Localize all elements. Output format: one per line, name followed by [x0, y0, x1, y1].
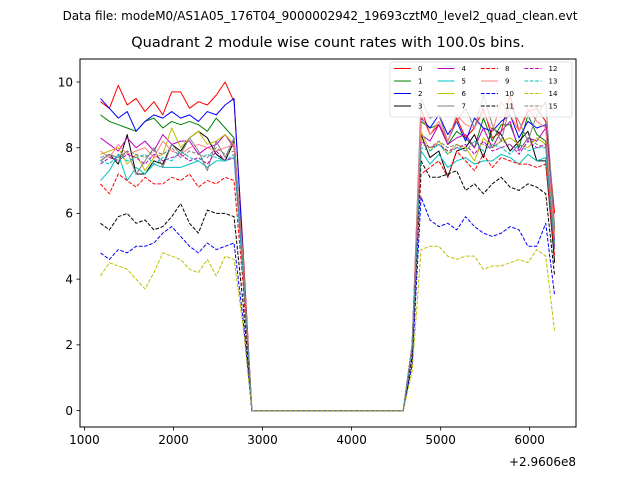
legend-label: 12	[549, 65, 558, 73]
legend-label: 14	[549, 90, 558, 98]
y-tick-label: 4	[65, 272, 73, 286]
y-tick-label: 0	[65, 404, 73, 418]
legend-label: 13	[549, 78, 558, 86]
series-line-10	[100, 196, 556, 412]
y-tick-label: 6	[65, 207, 73, 221]
legend-label: 10	[505, 90, 514, 98]
series-line-7	[100, 94, 556, 412]
legend-label: 15	[549, 103, 558, 111]
legend-label: 6	[462, 90, 467, 98]
y-tick-label: 2	[65, 338, 73, 352]
x-tick-label: 1000	[69, 433, 100, 447]
legend-label: 0	[418, 65, 422, 73]
series-line-12	[100, 140, 556, 412]
legend-label: 8	[505, 65, 509, 73]
y-tick-label: 10	[58, 75, 73, 89]
series-line-3	[100, 127, 556, 412]
y-tick-label: 8	[65, 141, 73, 155]
x-axis: 1000 2000 3000 4000 5000 6000	[69, 427, 545, 447]
legend-box	[389, 61, 573, 118]
x-tick-label: 3000	[247, 433, 278, 447]
legend-label: 4	[462, 65, 467, 73]
series-line-14	[100, 245, 556, 412]
series-line-11	[100, 160, 556, 412]
series-line-4	[100, 120, 556, 412]
legend-label: 5	[462, 78, 466, 86]
series-line-15	[100, 137, 556, 412]
legend-label: 9	[505, 78, 509, 86]
y-axis: 0 2 4 6 8 10	[58, 75, 80, 418]
x-tick-label: 2000	[158, 433, 189, 447]
chart-title: Quadrant 2 module wise count rates with …	[131, 35, 525, 51]
legend-label: 2	[418, 90, 422, 98]
legend-label: 7	[462, 103, 466, 111]
series-line-13	[100, 140, 556, 412]
legend-label: 11	[505, 103, 514, 111]
x-tick-label: 5000	[425, 433, 456, 447]
figure-suptitle: Data file: modeM0/AS1A05_176T04_90000029…	[62, 9, 578, 23]
legend-label: 3	[418, 103, 422, 111]
series-line-0	[100, 81, 556, 412]
x-axis-offset-label: +2.9606e8	[509, 455, 576, 469]
axes-frame	[79, 58, 577, 428]
series-lines-layer	[100, 81, 556, 412]
legend-label: 1	[418, 78, 422, 86]
x-tick-label: 4000	[336, 433, 367, 447]
x-tick-label: 6000	[514, 433, 545, 447]
series-line-6	[100, 127, 556, 412]
